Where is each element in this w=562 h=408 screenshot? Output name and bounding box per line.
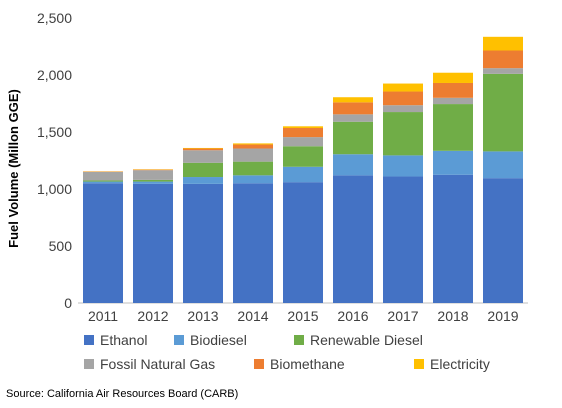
bar-segment-ethanol: [183, 183, 223, 303]
bar-segment-electricity: [433, 72, 473, 83]
bar-segment-ethanol: [283, 182, 323, 303]
bar-segment-biodiesel: [333, 154, 373, 176]
x-tick-label: 2018: [437, 308, 468, 324]
bar-segment-ethanol: [433, 174, 473, 303]
bar-segment-fossil-natural-gas: [483, 68, 523, 74]
legend: Ethanol Biodiesel Renewable Diesel Fossi…: [84, 328, 524, 376]
x-tick-label: 2016: [337, 308, 368, 324]
bar-segment-fossil-natural-gas: [233, 148, 273, 162]
y-tick-label: 0: [64, 295, 72, 311]
bar-segment-renewable-diesel: [283, 146, 323, 167]
bar-segment-renewable-diesel: [433, 104, 473, 151]
bar-segment-biomethane: [333, 102, 373, 115]
bar-segment-fossil-natural-gas: [183, 150, 223, 163]
bar-segment-ethanol: [133, 183, 173, 303]
bar-segment-fossil-natural-gas: [83, 171, 123, 181]
bar-segment-biodiesel: [433, 150, 473, 175]
bar-segment-biomethane: [233, 144, 273, 149]
bar-segment-fossil-natural-gas: [283, 137, 323, 147]
bar-segment-biomethane: [183, 148, 223, 151]
legend-label-ethanol: Ethanol: [100, 332, 148, 348]
legend-swatch-electricity: [414, 359, 424, 369]
bar-segment-electricity: [383, 83, 423, 92]
bar-segment-ethanol: [483, 178, 523, 303]
bar-segment-renewable-diesel: [183, 162, 223, 178]
bar-segment-biodiesel: [183, 177, 223, 184]
bar-segment-electricity: [483, 36, 523, 51]
bar-segment-ethanol: [233, 183, 273, 303]
y-tick-label: 1,000: [37, 181, 72, 197]
y-axis-label: Fuel Volume (Millon GGE): [6, 89, 21, 248]
legend-label-electricity: Electricity: [430, 356, 490, 372]
bar-segment-biodiesel: [383, 155, 423, 177]
bar-segment-fossil-natural-gas: [383, 105, 423, 113]
bar-segment-biodiesel: [283, 166, 323, 183]
bar-segment-electricity: [283, 126, 323, 129]
bar-segment-electricity: [233, 143, 273, 145]
bar-segment-ethanol: [83, 183, 123, 303]
legend-row-1: Ethanol Biodiesel Renewable Diesel: [84, 328, 524, 352]
bar-segment-ethanol: [383, 176, 423, 303]
bar-segment-ethanol: [333, 175, 373, 303]
legend-item-ethanol: Ethanol: [84, 332, 174, 348]
bar-segment-biomethane: [133, 169, 173, 171]
x-tick-label: 2019: [487, 308, 518, 324]
legend-item-electricity: Electricity: [414, 356, 490, 372]
bar-segment-electricity: [183, 147, 223, 149]
legend-item-fossil-natural-gas: Fossil Natural Gas: [84, 356, 254, 372]
bar-segment-fossil-natural-gas: [433, 97, 473, 105]
legend-swatch-renewable-diesel: [294, 335, 304, 345]
legend-label-biodiesel: Biodiesel: [190, 332, 247, 348]
bar-segment-biomethane: [433, 82, 473, 98]
bar-segment-electricity: [333, 97, 373, 103]
y-tick-label: 1,500: [37, 124, 72, 140]
legend-item-biodiesel: Biodiesel: [174, 332, 294, 348]
legend-item-renewable-diesel: Renewable Diesel: [294, 332, 423, 348]
source-note: Source: California Air Resources Board (…: [6, 388, 239, 400]
legend-label-biomethane: Biomethane: [270, 356, 345, 372]
bar-segment-biomethane: [483, 50, 523, 69]
bar-segment-biodiesel: [83, 181, 123, 184]
bar-segment-biomethane: [283, 128, 323, 138]
legend-item-biomethane: Biomethane: [254, 356, 414, 372]
legend-swatch-biomethane: [254, 359, 264, 369]
bar-segment-biodiesel: [233, 175, 273, 184]
bar-segment-renewable-diesel: [483, 73, 523, 152]
y-tick-label: 500: [49, 238, 73, 254]
bar-segment-renewable-diesel: [383, 112, 423, 156]
bar-segment-fossil-natural-gas: [333, 114, 373, 122]
legend-label-fossil-natural-gas: Fossil Natural Gas: [100, 356, 216, 372]
stacked-bar-chart: 0 500 1,000 1,500 2,000 2,500 Fuel Volume (Mil…: [6, 10, 528, 324]
bar-segment-biodiesel: [483, 151, 523, 179]
x-tick-label: 2015: [287, 308, 318, 324]
x-tick-label: 2011: [88, 308, 118, 324]
x-tick-label: 2012: [137, 308, 168, 324]
legend-swatch-fossil-natural-gas: [84, 359, 94, 369]
bar-segment-renewable-diesel: [233, 161, 273, 176]
x-tick-label: 2014: [237, 308, 268, 324]
legend-row-2: Fossil Natural Gas Biomethane Electricit…: [84, 352, 524, 376]
bar-segment-renewable-diesel: [133, 179, 173, 182]
bar-segment-biomethane: [383, 91, 423, 106]
y-tick-label: 2,000: [37, 67, 72, 83]
legend-label-renewable-diesel: Renewable Diesel: [310, 332, 423, 348]
bar-segment-renewable-diesel: [83, 180, 123, 182]
y-tick-label: 2,500: [37, 10, 72, 26]
legend-swatch-ethanol: [84, 335, 94, 345]
bar-segment-biodiesel: [133, 181, 173, 184]
bar-segment-renewable-diesel: [333, 121, 373, 155]
legend-swatch-biodiesel: [174, 335, 184, 345]
x-tick-label: 2013: [187, 308, 218, 324]
x-tick-label: 2017: [387, 308, 418, 324]
bar-segment-fossil-natural-gas: [133, 170, 173, 180]
